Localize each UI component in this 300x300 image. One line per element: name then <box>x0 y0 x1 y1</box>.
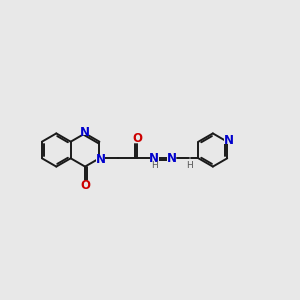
Text: N: N <box>80 126 90 139</box>
Bar <box>152 163 157 168</box>
Bar <box>96 156 105 163</box>
Bar <box>224 138 233 144</box>
Text: H: H <box>151 161 158 170</box>
Bar <box>133 135 141 142</box>
Text: O: O <box>80 179 90 192</box>
Bar <box>81 129 89 135</box>
Bar <box>150 155 159 162</box>
Text: N: N <box>167 152 177 165</box>
Bar <box>167 155 176 162</box>
Text: N: N <box>149 152 159 165</box>
Bar <box>187 163 191 168</box>
Text: N: N <box>224 134 234 147</box>
Bar <box>81 182 89 189</box>
Text: H: H <box>186 161 193 170</box>
Text: O: O <box>132 132 142 145</box>
Text: N: N <box>96 153 106 166</box>
